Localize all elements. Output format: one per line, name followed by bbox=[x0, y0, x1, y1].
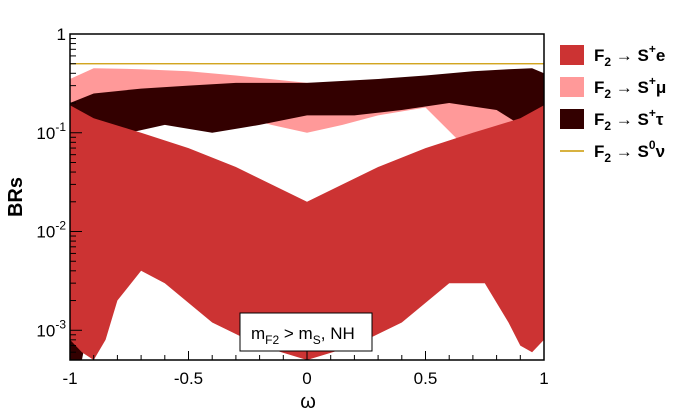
legend-swatch bbox=[560, 109, 584, 129]
legend-entry-nu: F2 → S0ν bbox=[560, 138, 665, 165]
legend-label: F2 → S0ν bbox=[594, 138, 665, 165]
legend: F2 → S+e F2 → S+μ F2 → S+τ F2 → S0ν bbox=[560, 42, 666, 165]
legend-label: F2 → S+e bbox=[594, 42, 665, 69]
legend-label: F2 → S+τ bbox=[594, 106, 664, 133]
legend-entry-e: F2 → S+e bbox=[560, 42, 665, 69]
x-tick-label: 0.5 bbox=[414, 369, 438, 388]
legend-entry-mu: F2 → S+μ bbox=[560, 74, 666, 101]
y-tick-label: 1 bbox=[57, 25, 66, 44]
legend-label: F2 → S+μ bbox=[594, 74, 666, 101]
series-region-e bbox=[70, 105, 544, 360]
legend-entry-tau: F2 → S+τ bbox=[560, 106, 664, 133]
x-tick-label: -1 bbox=[62, 369, 77, 388]
x-axis-label: ω bbox=[300, 391, 316, 413]
legend-swatch bbox=[560, 77, 584, 97]
y-axis-label: BRs bbox=[5, 177, 27, 217]
series-region-tau bbox=[70, 68, 544, 360]
axis-ticks: -1 -0.5 0 0.5 1 1 10-1 10-2 10-3 bbox=[36, 25, 548, 388]
annotation-text: mF2 > mS, NH bbox=[251, 324, 355, 347]
x-tick-label: -0.5 bbox=[174, 369, 203, 388]
y-tick-label: 10-3 bbox=[36, 317, 66, 340]
x-tick-label: 1 bbox=[539, 369, 548, 388]
x-tick-label: 0 bbox=[302, 369, 311, 388]
y-tick-label: 10-1 bbox=[36, 120, 66, 143]
annotation-box: mF2 > mS, NH bbox=[239, 312, 373, 352]
data-regions bbox=[70, 68, 544, 360]
y-tick-label: 10-2 bbox=[36, 219, 66, 242]
legend-swatch bbox=[560, 45, 584, 65]
